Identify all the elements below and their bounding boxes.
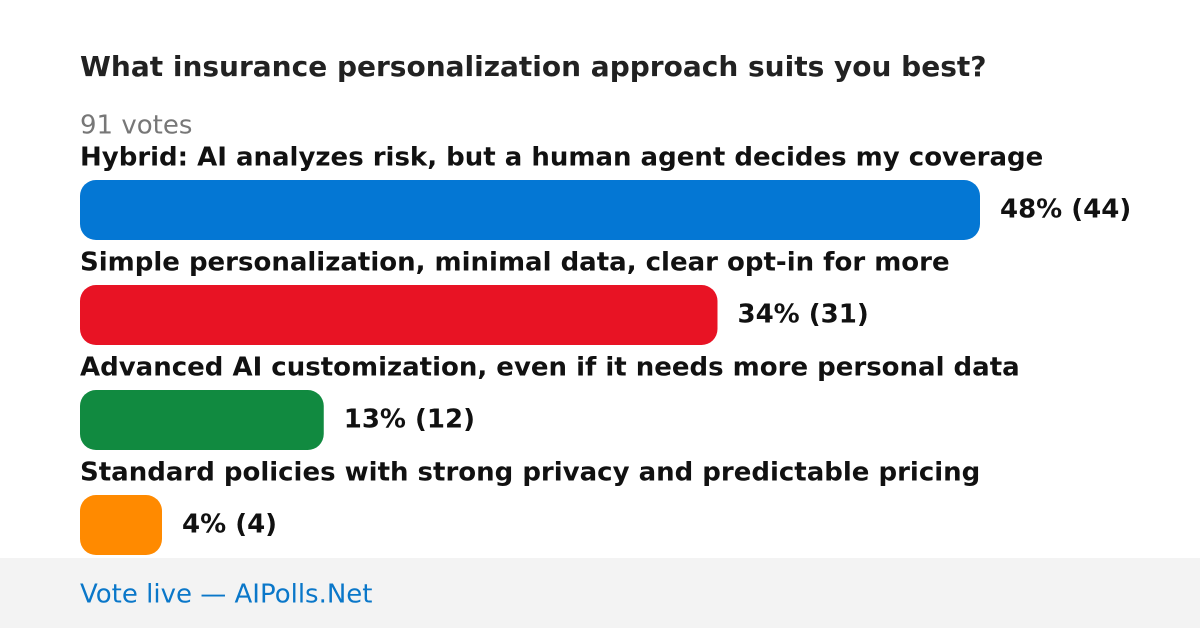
bar [80,390,324,450]
value-label: 34% (31) [738,300,869,330]
option-label: Standard policies with strong privacy an… [80,458,980,488]
value-label: 4% (4) [182,510,277,540]
value-label: 13% (12) [344,405,475,435]
value-label: 48% (44) [1000,195,1131,225]
footer-band [0,558,1200,628]
bar [80,180,980,240]
option-label: Simple personalization, minimal data, cl… [80,248,950,278]
bar [80,495,162,555]
vote-count: 91 votes [80,111,192,141]
option-label: Advanced AI customization, even if it ne… [80,353,1020,383]
bar [80,285,718,345]
option-label: Hybrid: AI analyzes risk, but a human ag… [80,143,1043,173]
poll-title: What insurance personalization approach … [80,50,987,83]
footer-link[interactable]: Vote live — AIPolls.Net [80,580,373,610]
